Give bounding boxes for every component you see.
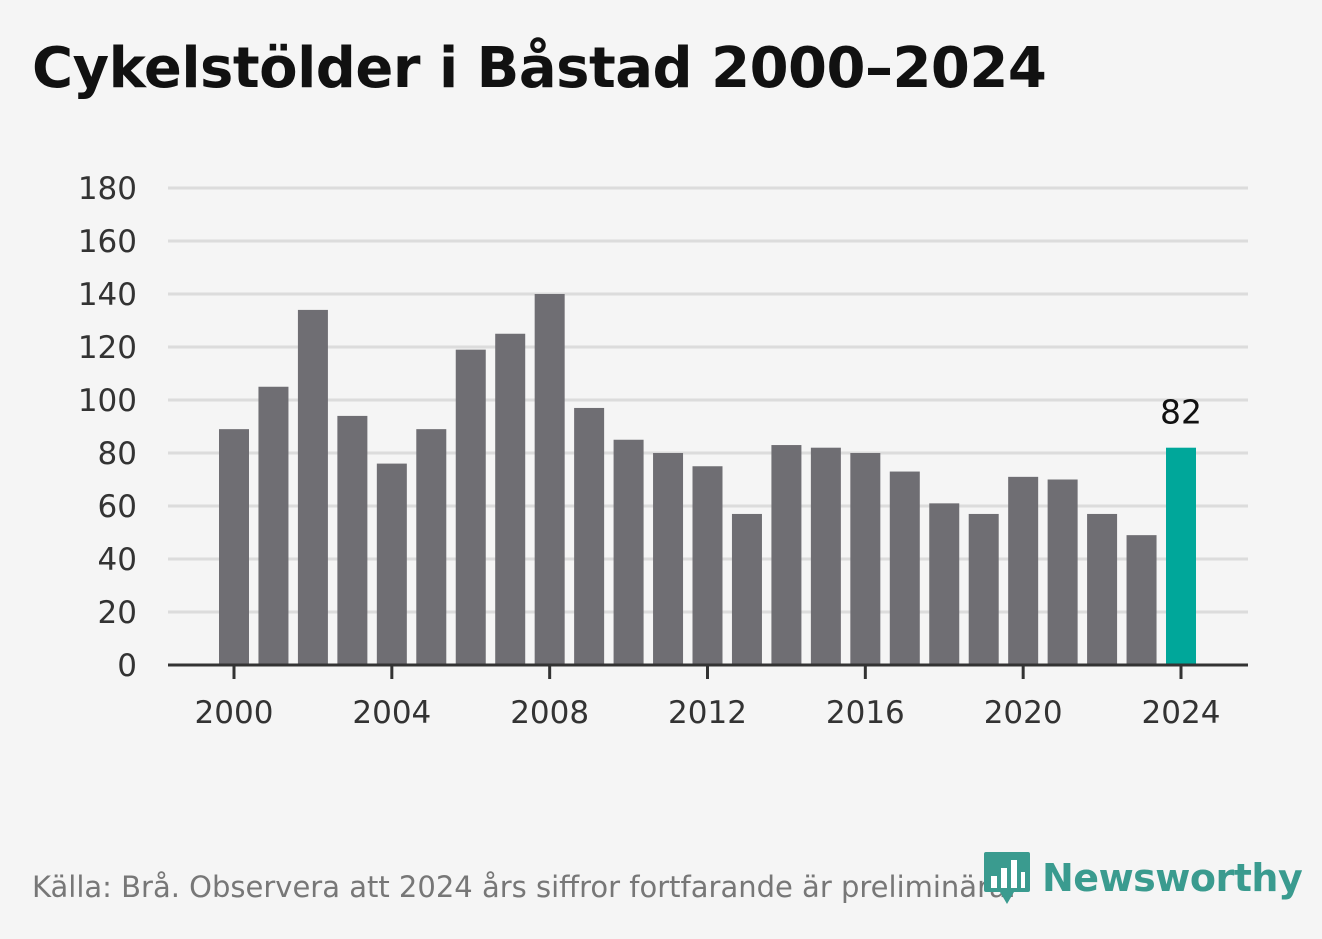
y-tick-label: 120 <box>78 330 137 366</box>
bar-2011 <box>653 453 684 665</box>
bar-2021 <box>1047 479 1078 665</box>
x-tick-label: 2024 <box>1142 695 1221 731</box>
x-tick-label: 2020 <box>984 695 1063 731</box>
bar-2016 <box>850 453 881 665</box>
newsworthy-logo-icon <box>984 852 1030 904</box>
x-tick-label: 2016 <box>826 695 905 731</box>
bar-2010 <box>613 439 644 665</box>
source-note: Källa: Brå. Observera att 2024 års siffr… <box>32 870 1016 904</box>
y-tick-label: 60 <box>98 489 137 525</box>
y-tick-label: 180 <box>78 171 137 207</box>
brand-name: Newsworthy <box>1042 856 1303 900</box>
bar-2001 <box>258 386 289 665</box>
chart-title: Cykelstölder i Båstad 2000–2024 <box>32 36 1047 101</box>
bar-2007 <box>495 333 526 665</box>
bar-chart: 0 20 40 60 80 100 120 140 160 180 82 2000 2004 2008 20… <box>78 171 1248 731</box>
bar-2003 <box>337 415 368 665</box>
y-tick-label: 160 <box>78 224 137 260</box>
x-tick-label: 2008 <box>510 695 589 731</box>
axes <box>168 663 1248 679</box>
bar-2006 <box>455 349 486 665</box>
bars <box>219 294 1196 665</box>
bar-2009 <box>574 407 605 665</box>
bar-2018 <box>929 503 960 665</box>
y-tick-label: 80 <box>98 436 137 472</box>
y-tick-label: 20 <box>98 595 137 631</box>
bar-2022 <box>1087 513 1118 665</box>
bar-2005 <box>416 429 447 665</box>
bar-2004 <box>376 463 407 665</box>
bar-2019 <box>968 513 999 665</box>
y-tick-label: 0 <box>117 648 137 684</box>
y-tick-label: 40 <box>98 542 137 578</box>
bar-2023 <box>1126 535 1157 665</box>
bar-2002 <box>297 309 328 665</box>
bar-2020 <box>1008 476 1039 665</box>
y-tick-label: 100 <box>78 383 137 419</box>
brand-logo: Newsworthy <box>982 850 1303 906</box>
data-label: 82 <box>1160 393 1202 432</box>
bar-2014 <box>771 445 802 665</box>
bar-2012 <box>692 466 723 665</box>
bar-2013 <box>731 513 762 665</box>
labels: 0 20 40 60 80 100 120 140 160 180 82 2000 2004 2008 20… <box>78 171 1221 731</box>
x-tick-label: 2012 <box>668 695 747 731</box>
bar-2008 <box>534 294 565 665</box>
bar-2017 <box>889 471 920 665</box>
x-tick-label: 2000 <box>195 695 274 731</box>
bar-2024 <box>1166 447 1196 665</box>
y-tick-label: 140 <box>78 277 137 313</box>
x-tick-label: 2004 <box>352 695 431 731</box>
bar-2015 <box>810 447 841 665</box>
bar-2000 <box>219 429 249 665</box>
